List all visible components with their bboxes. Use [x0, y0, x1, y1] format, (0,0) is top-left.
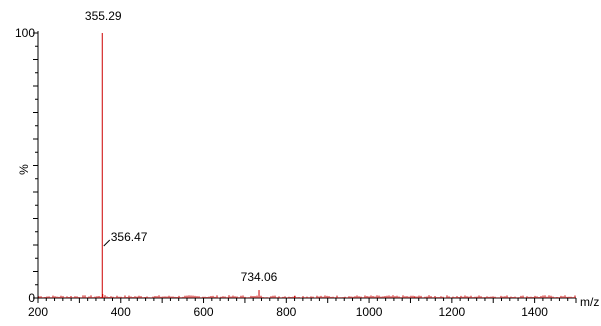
annotations: 355.29 356.47 734.06 — [85, 9, 278, 284]
tick-labels: 0 100% 200 400 600 800 1000 1200 1400 m/z — [15, 26, 599, 319]
baseline-noise-trace — [38, 295, 576, 298]
x-axis-label: m/z — [580, 295, 599, 309]
y-axis-label: % — [17, 164, 31, 175]
x-tick-label: 200 — [28, 305, 48, 319]
peak-label-leader — [103, 239, 111, 247]
peak-label: 734.06 — [241, 270, 278, 284]
x-tick-label: 600 — [194, 305, 214, 319]
x-tick-label: 1400 — [521, 305, 548, 319]
y-tick-label: 0 — [28, 291, 35, 305]
peak-label: 356.47 — [111, 230, 148, 244]
x-tick-label: 1000 — [356, 305, 383, 319]
y-tick-label: 100 — [15, 26, 35, 40]
x-tick-label: 400 — [111, 305, 131, 319]
x-tick-label: 1200 — [438, 305, 465, 319]
x-tick-label: 800 — [276, 305, 296, 319]
peaks — [101, 33, 416, 298]
axes — [33, 31, 577, 303]
peak-label: 355.29 — [85, 9, 122, 23]
baseline-noise — [38, 295, 576, 298]
